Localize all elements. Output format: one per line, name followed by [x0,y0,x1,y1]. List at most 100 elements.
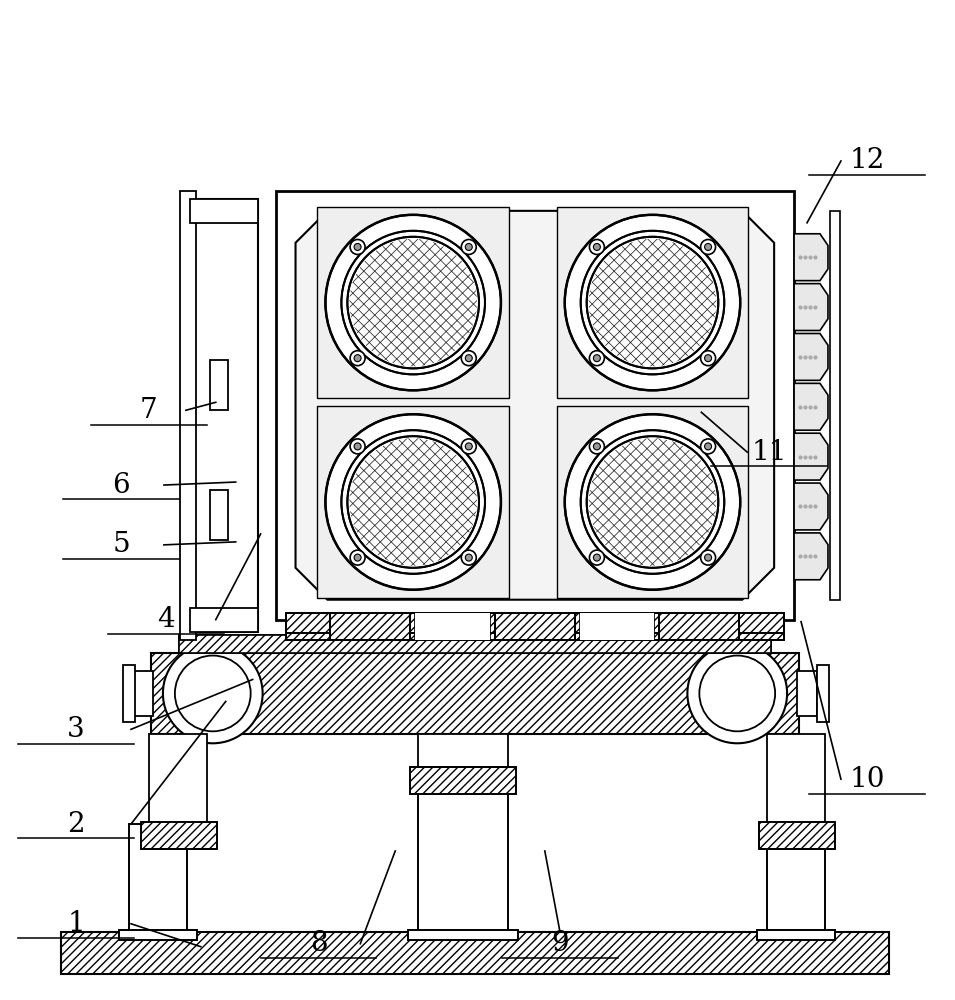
Circle shape [341,430,485,574]
Circle shape [461,351,477,366]
Bar [757,930,835,940]
Text: 11: 11 [752,439,787,466]
Bar [411,767,516,794]
Circle shape [354,554,361,561]
Text: 2: 2 [68,811,85,838]
Bar [286,620,784,640]
Bar [317,406,509,598]
Bar [286,613,784,633]
Bar [123,665,135,722]
Bar [817,665,829,722]
Bar [141,822,217,849]
Polygon shape [794,234,828,281]
Circle shape [326,215,501,390]
Circle shape [593,355,601,362]
Bar [557,406,748,598]
Polygon shape [794,483,828,530]
Polygon shape [794,533,828,580]
Circle shape [350,239,365,254]
Text: 8: 8 [309,930,328,957]
Bar [133,671,153,716]
Bar [151,653,799,734]
Circle shape [465,554,473,561]
Bar [767,824,825,932]
Circle shape [705,243,711,250]
Circle shape [163,644,263,743]
Bar [830,211,840,600]
Text: 4: 4 [157,606,175,633]
Bar [797,671,817,716]
Bar [660,613,739,640]
Text: 3: 3 [68,716,85,743]
Bar [151,653,799,734]
Bar [408,930,518,940]
Bar [190,199,258,632]
Bar [759,822,835,849]
Bar [61,932,889,974]
Circle shape [581,231,724,374]
Bar [61,932,889,974]
Bar [210,360,227,410]
Bar [179,635,771,653]
Text: 12: 12 [849,147,884,174]
Bar [190,608,258,632]
Circle shape [589,439,605,454]
Bar [330,613,411,640]
Circle shape [348,436,479,568]
Circle shape [461,550,477,565]
Text: 6: 6 [113,472,130,499]
Polygon shape [794,383,828,430]
Circle shape [701,239,715,254]
Bar [119,930,197,940]
Bar [210,490,227,540]
Bar [580,613,654,640]
Polygon shape [794,284,828,330]
Circle shape [589,351,605,366]
Bar [317,207,509,398]
Circle shape [593,443,601,450]
Circle shape [465,355,473,362]
Circle shape [593,554,601,561]
Polygon shape [794,433,828,480]
Bar [495,613,575,640]
Circle shape [326,414,501,590]
Circle shape [589,550,605,565]
Bar [190,199,258,223]
Bar [767,734,825,824]
Circle shape [699,656,775,731]
Text: 9: 9 [551,930,568,957]
Bar [149,734,207,824]
Circle shape [348,237,479,368]
Bar [495,613,575,640]
Circle shape [350,550,365,565]
Bar [660,613,739,640]
Circle shape [586,436,718,568]
Bar [286,620,784,640]
Circle shape [341,231,485,374]
Text: 10: 10 [849,766,884,793]
Circle shape [350,439,365,454]
Circle shape [461,439,477,454]
Circle shape [701,550,715,565]
Circle shape [705,443,711,450]
Polygon shape [794,333,828,380]
Bar [411,767,516,794]
Bar [418,767,508,932]
Polygon shape [295,211,775,600]
Circle shape [705,554,711,561]
Bar [557,207,748,398]
Circle shape [705,355,711,362]
Circle shape [354,243,361,250]
Bar [330,613,411,640]
Circle shape [354,355,361,362]
Bar [759,822,835,849]
Bar [179,635,771,653]
Circle shape [586,237,718,368]
Bar [203,211,245,620]
Bar [415,613,490,640]
Circle shape [354,443,361,450]
Bar [276,191,794,620]
Bar [203,211,245,620]
Circle shape [465,443,473,450]
Circle shape [465,243,473,250]
